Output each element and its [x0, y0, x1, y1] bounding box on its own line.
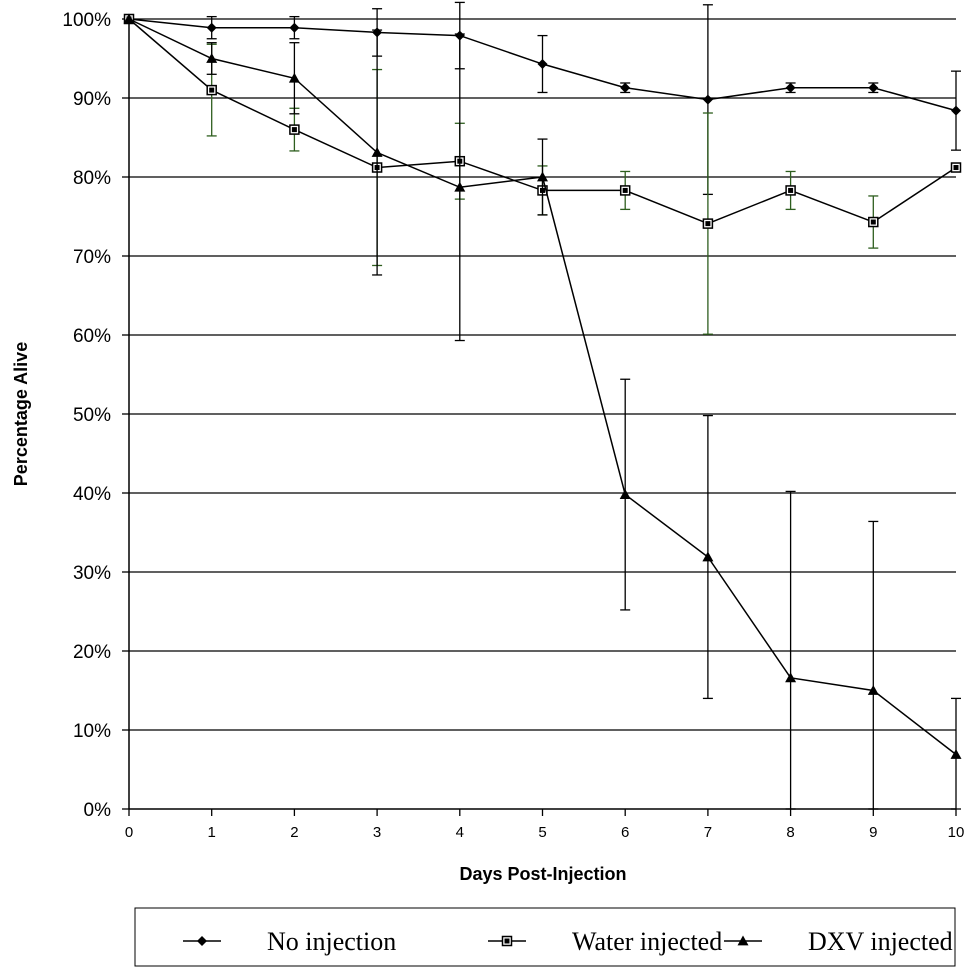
legend-box: [134, 907, 956, 967]
data-point: [206, 53, 218, 63]
data-point: [619, 489, 631, 499]
data-point: [371, 147, 383, 157]
data-point: [950, 748, 962, 759]
data-point: [289, 22, 300, 33]
data-point-core: [788, 187, 794, 193]
y-tick-label: 30%: [73, 563, 111, 584]
y-tick-label: 0%: [84, 800, 112, 821]
data-point: [868, 82, 879, 93]
data-point: [206, 22, 217, 33]
legend-label: Water injected: [572, 927, 722, 956]
legend-items: No injection Water injected DXV injected: [183, 927, 953, 956]
data-point-core: [622, 187, 628, 193]
data-point: [454, 181, 466, 192]
series-2: [123, 13, 962, 810]
series-group: [123, 1, 962, 810]
y-tick-label: 50%: [73, 405, 111, 426]
x-tick-label: 1: [208, 824, 216, 841]
x-tick-label: 7: [704, 824, 712, 841]
y-tick-label: 20%: [73, 642, 111, 663]
data-point: [702, 551, 714, 562]
x-tick-label: 6: [621, 824, 629, 841]
x-tick-label: 9: [869, 824, 877, 841]
y-tick-label: 90%: [73, 89, 111, 110]
x-tick-label: 10: [948, 824, 965, 841]
data-point: [702, 94, 713, 105]
gridlines: [122, 18, 956, 810]
data-point-core: [209, 87, 215, 93]
legend-label: DXV injected: [808, 927, 953, 956]
x-axis-title: Days Post-Injection: [459, 864, 626, 884]
data-point-core: [291, 127, 297, 133]
data-point: [785, 82, 796, 93]
legend: No injection Water injected DXV injected: [134, 907, 956, 967]
x-tick-label: 2: [290, 824, 298, 841]
y-tick-label: 60%: [73, 326, 111, 347]
y-tick-label: 40%: [73, 484, 111, 505]
data-point-core: [870, 219, 876, 225]
data-point: [288, 72, 300, 83]
series-line: [128, 18, 957, 756]
x-tick-label: 3: [373, 824, 381, 841]
legend-marker: [737, 935, 749, 946]
x-tick-label: 8: [786, 824, 794, 841]
x-tick-label: 4: [456, 824, 464, 841]
data-point: [537, 59, 548, 70]
data-point: [620, 82, 631, 93]
x-tick-label: 5: [538, 824, 546, 841]
data-point-core: [953, 165, 959, 171]
y-axis-title: Percentage Alive: [11, 342, 31, 486]
data-point: [867, 685, 879, 695]
y-tick-label: 80%: [73, 168, 111, 189]
y-tick-label: 10%: [73, 721, 111, 742]
data-point: [785, 672, 797, 683]
data-point-core: [705, 221, 711, 227]
x-tick-labels: 0 1 2 3 4 5 6 7 8 9 10: [125, 809, 965, 841]
y-tick-label: 100%: [62, 10, 111, 31]
legend-label: No injection: [267, 927, 396, 956]
x-tick-label: 0: [125, 824, 133, 841]
y-tick-label: 70%: [73, 247, 111, 268]
data-point: [123, 13, 135, 24]
data-point: [951, 105, 961, 116]
legend-marker-core: [504, 938, 510, 944]
data-point: [537, 171, 548, 182]
legend-marker: [197, 936, 207, 946]
y-tick-labels: 0% 10% 20% 30% 40% 50% 60% 70% 80% 90% 100%: [62, 10, 111, 821]
